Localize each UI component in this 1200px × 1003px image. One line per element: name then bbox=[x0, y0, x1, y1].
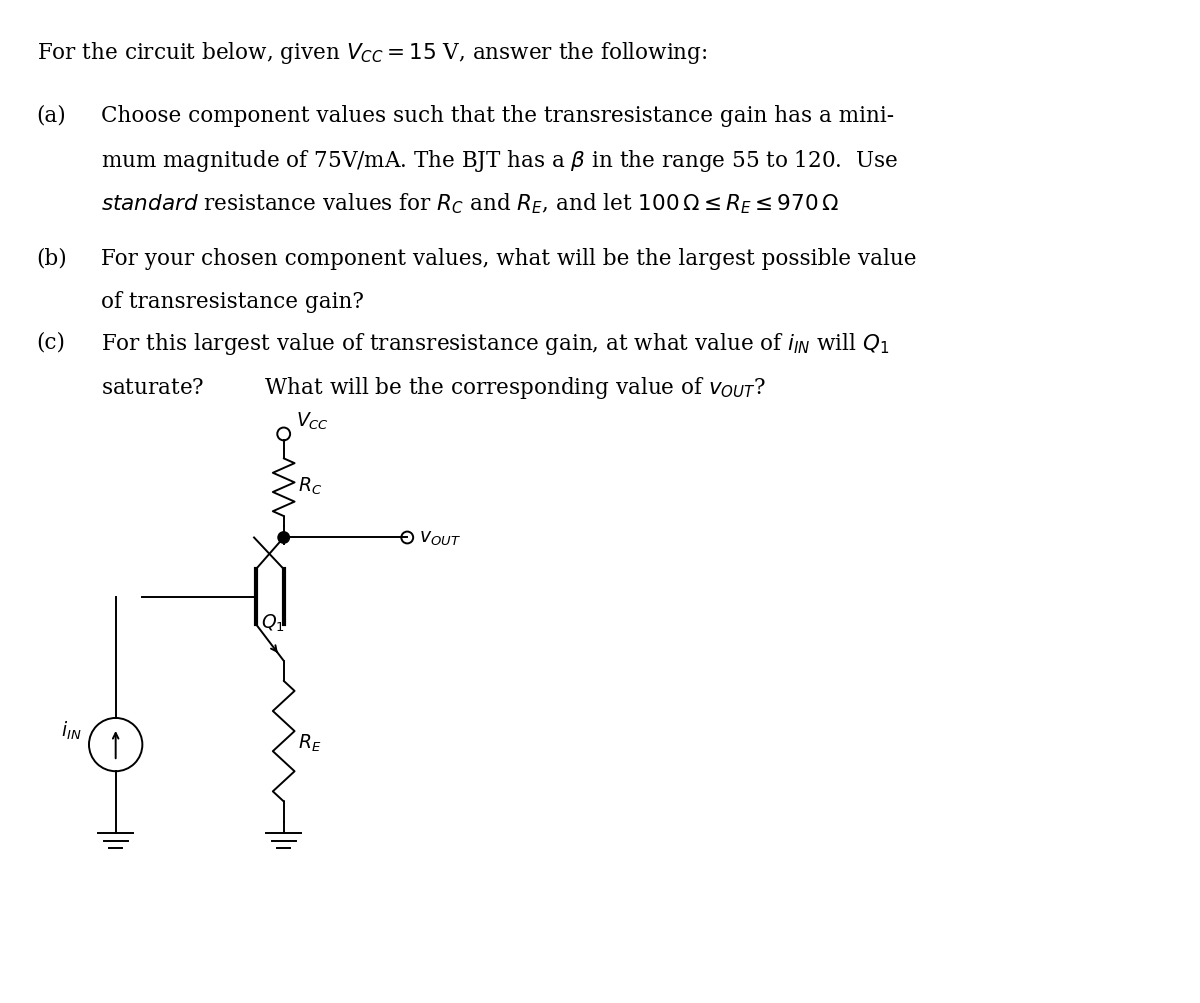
Text: (c): (c) bbox=[36, 331, 66, 353]
Text: For the circuit below, given $V_{CC} = 15$ V, answer the following:: For the circuit below, given $V_{CC} = 1… bbox=[36, 40, 707, 66]
Text: $R_E$: $R_E$ bbox=[298, 732, 320, 753]
Text: For this largest value of transresistance gain, at what value of $i_{IN}$ will $: For this largest value of transresistanc… bbox=[101, 331, 889, 357]
Text: $v_{OUT}$: $v_{OUT}$ bbox=[419, 529, 461, 547]
Text: $i_{IN}$: $i_{IN}$ bbox=[61, 719, 82, 741]
Circle shape bbox=[277, 532, 290, 545]
Text: $R_C$: $R_C$ bbox=[298, 475, 322, 496]
Text: $Q_1$: $Q_1$ bbox=[260, 612, 284, 633]
Text: $\mathit{standard}$ resistance values for $R_C$ and $R_E$, and let $100\,\Omega : $\mathit{standard}$ resistance values fo… bbox=[101, 192, 839, 216]
Text: Choose component values such that the transresistance gain has a mini-: Choose component values such that the tr… bbox=[101, 104, 894, 126]
Text: (a): (a) bbox=[36, 104, 66, 126]
Text: saturate?         What will be the corresponding value of $v_{OUT}$?: saturate? What will be the corresponding… bbox=[101, 374, 766, 400]
Text: mum magnitude of 75V/mA. The BJT has a $\beta$ in the range 55 to 120.  Use: mum magnitude of 75V/mA. The BJT has a $… bbox=[101, 147, 898, 174]
Text: (b): (b) bbox=[36, 248, 67, 269]
Text: of transresistance gain?: of transresistance gain? bbox=[101, 291, 364, 313]
Text: For your chosen component values, what will be the largest possible value: For your chosen component values, what w… bbox=[101, 248, 917, 269]
Text: $V_{CC}$: $V_{CC}$ bbox=[295, 410, 329, 431]
